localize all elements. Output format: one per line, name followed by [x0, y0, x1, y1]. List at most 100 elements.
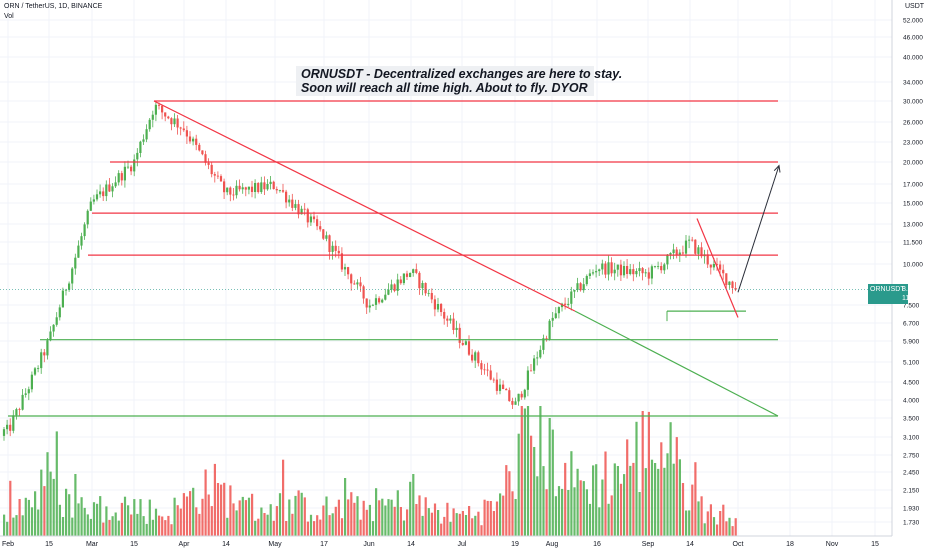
candle-body: [37, 368, 40, 369]
price-tick-label: 4.000: [903, 398, 920, 405]
volume-bar: [204, 469, 207, 536]
volume-bar: [647, 411, 650, 536]
candle-body: [551, 317, 554, 321]
candle-body: [387, 289, 390, 295]
volume-bar: [514, 499, 517, 536]
volume-bar: [362, 500, 365, 536]
candle-body: [467, 341, 471, 355]
volume-bar: [390, 499, 393, 536]
time-tick-label: Aug: [546, 541, 559, 548]
volume-bar: [24, 497, 27, 536]
candle-body: [250, 186, 254, 192]
candle-body: [477, 352, 480, 364]
volume-bar: [681, 483, 685, 536]
volume-bar: [337, 499, 340, 536]
candle-body: [480, 363, 483, 370]
volume-bar: [719, 511, 722, 536]
volume-bar: [96, 503, 99, 536]
volume-bar: [65, 488, 68, 536]
volume-bar: [703, 523, 706, 536]
volume-bar: [120, 502, 123, 536]
volume-bar: [654, 463, 657, 536]
symbol-title: ORN / TetherUS, 1D, BINANCE: [4, 3, 103, 10]
candle-body: [133, 159, 136, 172]
candle-body: [33, 368, 37, 375]
volume-bar: [371, 521, 375, 536]
volume-bar: [446, 502, 449, 536]
volume-bar: [669, 422, 672, 536]
time-tick-label: Oct: [733, 541, 744, 548]
volume-bar: [74, 474, 77, 536]
candle-body: [207, 162, 210, 165]
candle-body: [666, 254, 669, 265]
volume-bar: [136, 513, 139, 536]
volume-bar: [21, 515, 24, 536]
candle-body: [591, 272, 595, 274]
last-price-countdown: 11:00:28: [902, 294, 929, 302]
candle-body: [275, 189, 278, 191]
resistance-trend-line: [696, 218, 739, 318]
volume-bar: [260, 507, 263, 536]
candle-body: [520, 393, 523, 398]
volume-bar: [731, 526, 734, 536]
candle-body: [393, 284, 396, 291]
candle-body: [365, 298, 368, 308]
volume-bar: [9, 480, 12, 536]
candle-body: [523, 389, 526, 398]
candle-body: [235, 185, 238, 196]
volume-bar: [12, 517, 15, 536]
volume-bar: [675, 437, 678, 536]
candle-body: [30, 374, 33, 390]
candle-body: [436, 304, 440, 310]
candle-body: [529, 370, 533, 372]
volume-bar: [480, 525, 483, 536]
volume-bar: [176, 505, 179, 536]
volume-bar: [99, 496, 102, 536]
volume-bar: [353, 502, 356, 536]
volume-bar: [492, 511, 495, 536]
candle-body: [210, 164, 213, 175]
price-tick-label: 34.000: [903, 80, 923, 87]
candle-body: [508, 390, 511, 402]
volume-bar: [582, 481, 585, 536]
volume-bar: [195, 507, 198, 536]
volume-bar: [396, 490, 399, 536]
candle-body: [182, 128, 185, 131]
candle-body: [164, 112, 167, 117]
candle-body: [709, 264, 712, 268]
candle-body: [244, 187, 247, 190]
volume-bar: [238, 500, 241, 536]
candle-body: [281, 190, 285, 192]
volume-bar: [722, 504, 725, 536]
volume-bar: [576, 468, 579, 536]
candle-body: [213, 174, 216, 176]
candle-body: [300, 208, 303, 215]
volume-bar: [272, 520, 275, 536]
candle-body: [604, 263, 607, 275]
volume-bar: [601, 479, 604, 536]
volume-bar: [592, 465, 595, 536]
candle-body: [446, 318, 449, 321]
candle-body: [374, 298, 378, 305]
volume-bar: [123, 496, 127, 536]
candle-body: [728, 281, 731, 285]
candle-body: [95, 194, 99, 200]
volume-bar: [474, 515, 477, 536]
candle-body: [650, 266, 653, 279]
candle-body: [226, 187, 229, 193]
candle-body: [86, 210, 89, 225]
candle-body: [585, 276, 588, 285]
candle-body: [415, 269, 418, 273]
volume-bar: [508, 471, 511, 536]
candle-body: [58, 307, 61, 318]
volume-bar: [610, 495, 613, 536]
volume-bar: [108, 519, 111, 536]
volume-bar: [319, 519, 322, 536]
candle-body: [430, 293, 433, 300]
candle-body: [269, 181, 272, 184]
volume-bar: [185, 496, 189, 536]
volume-bar: [663, 467, 666, 536]
candle-body: [626, 266, 629, 274]
